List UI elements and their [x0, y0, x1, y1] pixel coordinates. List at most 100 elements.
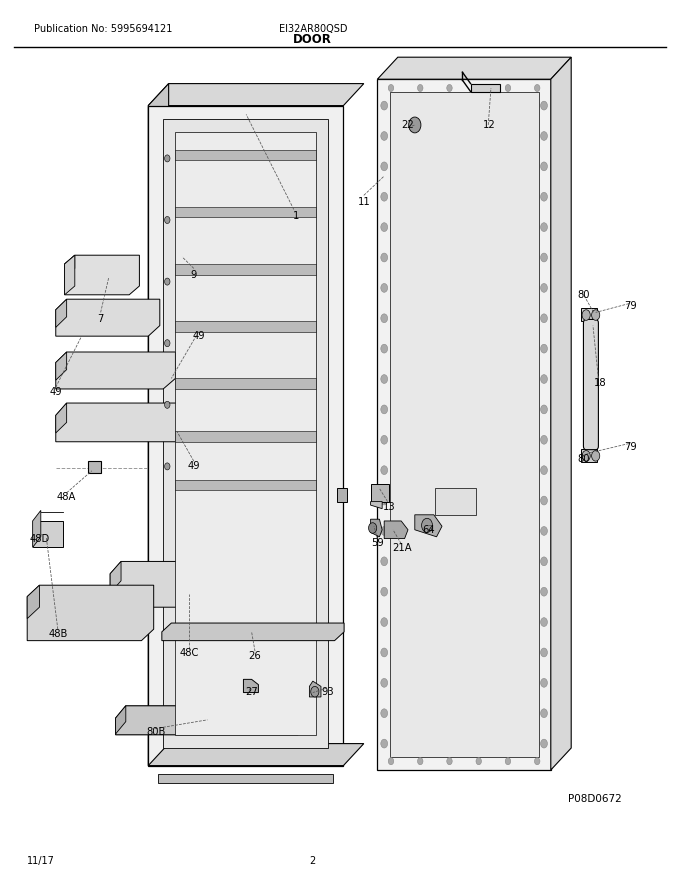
- Polygon shape: [551, 57, 571, 770]
- Circle shape: [541, 101, 547, 110]
- Polygon shape: [110, 561, 121, 593]
- Circle shape: [541, 678, 547, 687]
- Polygon shape: [65, 255, 75, 277]
- Circle shape: [381, 648, 388, 656]
- Polygon shape: [371, 502, 382, 509]
- Text: 27: 27: [245, 686, 258, 697]
- Polygon shape: [65, 255, 75, 295]
- Polygon shape: [56, 403, 67, 433]
- Circle shape: [381, 405, 388, 414]
- Circle shape: [541, 283, 547, 292]
- Circle shape: [541, 405, 547, 414]
- Circle shape: [165, 278, 170, 285]
- Circle shape: [447, 84, 452, 92]
- Text: EI32AR80QSD: EI32AR80QSD: [279, 24, 347, 34]
- Polygon shape: [27, 585, 39, 619]
- Text: 26: 26: [249, 650, 261, 661]
- Polygon shape: [27, 585, 154, 641]
- Polygon shape: [148, 84, 169, 766]
- Circle shape: [381, 344, 388, 353]
- Circle shape: [582, 310, 590, 320]
- Polygon shape: [471, 84, 500, 92]
- Polygon shape: [581, 308, 597, 321]
- Text: DOOR: DOOR: [293, 33, 333, 46]
- Polygon shape: [175, 132, 316, 735]
- Circle shape: [381, 678, 388, 687]
- Text: 48A: 48A: [57, 492, 76, 502]
- Polygon shape: [371, 484, 389, 502]
- Text: 64: 64: [422, 524, 435, 535]
- Polygon shape: [148, 106, 343, 766]
- Polygon shape: [337, 488, 347, 502]
- Circle shape: [541, 132, 547, 141]
- Polygon shape: [175, 480, 316, 490]
- Text: 79: 79: [625, 301, 637, 312]
- Text: 48C: 48C: [180, 648, 199, 658]
- Circle shape: [381, 375, 388, 384]
- Text: 11/17: 11/17: [27, 855, 55, 866]
- Text: 48D: 48D: [29, 534, 50, 545]
- Circle shape: [381, 496, 388, 505]
- Text: 49: 49: [50, 386, 62, 397]
- Polygon shape: [175, 207, 316, 217]
- Polygon shape: [88, 461, 101, 473]
- Text: 18: 18: [594, 378, 606, 388]
- Polygon shape: [116, 706, 307, 735]
- Circle shape: [381, 162, 388, 171]
- Circle shape: [422, 518, 432, 532]
- Circle shape: [541, 253, 547, 262]
- Circle shape: [381, 283, 388, 292]
- Polygon shape: [390, 92, 539, 757]
- Polygon shape: [175, 431, 316, 442]
- Text: 7: 7: [97, 314, 104, 325]
- Polygon shape: [309, 681, 321, 697]
- Circle shape: [381, 223, 388, 231]
- Circle shape: [541, 708, 547, 717]
- Circle shape: [582, 451, 590, 461]
- Circle shape: [541, 526, 547, 535]
- Polygon shape: [110, 561, 250, 607]
- Text: 2: 2: [309, 855, 316, 866]
- Circle shape: [541, 648, 547, 656]
- Circle shape: [381, 708, 388, 717]
- Circle shape: [381, 466, 388, 474]
- Circle shape: [388, 84, 394, 92]
- Text: 1: 1: [292, 210, 299, 221]
- Circle shape: [409, 117, 421, 133]
- Circle shape: [418, 758, 423, 765]
- Circle shape: [541, 496, 547, 505]
- Circle shape: [381, 526, 388, 535]
- Circle shape: [381, 101, 388, 110]
- Text: 59: 59: [371, 538, 384, 548]
- Circle shape: [541, 587, 547, 596]
- Circle shape: [381, 436, 388, 444]
- Text: 79: 79: [625, 442, 637, 452]
- Circle shape: [381, 314, 388, 323]
- Circle shape: [381, 193, 388, 202]
- Polygon shape: [56, 299, 160, 336]
- Circle shape: [381, 618, 388, 627]
- Polygon shape: [377, 57, 571, 79]
- Polygon shape: [175, 150, 316, 160]
- Circle shape: [388, 758, 394, 765]
- Circle shape: [476, 758, 481, 765]
- Polygon shape: [371, 519, 382, 537]
- Circle shape: [381, 739, 388, 748]
- Text: 12: 12: [483, 120, 496, 130]
- Polygon shape: [384, 521, 408, 539]
- Circle shape: [381, 587, 388, 596]
- Circle shape: [311, 686, 319, 697]
- Circle shape: [165, 155, 170, 162]
- Polygon shape: [56, 352, 175, 389]
- Polygon shape: [415, 515, 442, 537]
- Circle shape: [381, 253, 388, 262]
- Text: 13: 13: [383, 502, 395, 512]
- Polygon shape: [148, 744, 364, 766]
- Text: Publication No: 5995694121: Publication No: 5995694121: [34, 24, 172, 34]
- Polygon shape: [377, 79, 551, 770]
- Text: 80: 80: [577, 290, 590, 300]
- Circle shape: [476, 84, 481, 92]
- Text: 11: 11: [358, 197, 370, 208]
- Text: 49: 49: [192, 331, 205, 341]
- Circle shape: [165, 401, 170, 408]
